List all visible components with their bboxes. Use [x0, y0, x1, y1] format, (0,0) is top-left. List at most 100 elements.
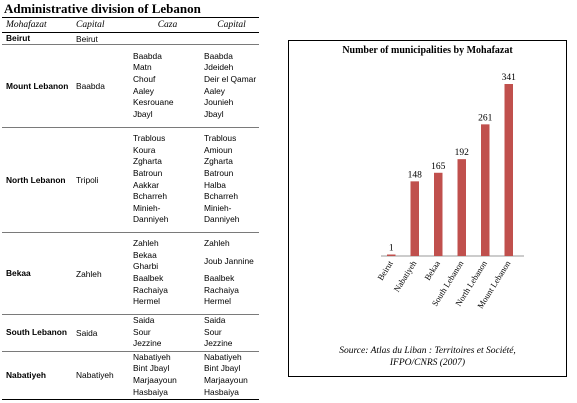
caza-name: Gharbi: [133, 261, 159, 272]
table-header-row: Mohafazat Capital Caza Capital: [2, 17, 259, 33]
caza-capital-name: Baabda: [204, 50, 233, 61]
caza-capital-name: Danniyeh: [204, 214, 240, 225]
caza-capital-list-cell: Nabatiyeh Bint Jbayl Marjaayoun Hasbaiya: [202, 351, 259, 401]
data-label: 192: [455, 148, 470, 158]
data-label: 148: [408, 170, 423, 180]
mohafazat-cell: North Lebanon: [2, 127, 74, 233]
caza-capital-name: Amioun: [204, 144, 233, 155]
caza-capital-name: Zgharta: [204, 156, 233, 167]
x-tick-label: Beirut: [375, 258, 395, 282]
caza-name: Sour: [133, 326, 151, 337]
chart-source: Source: Atlas du Liban : Territoires et …: [289, 345, 566, 369]
caza-capital-name: Halba: [204, 179, 226, 190]
caza-capital-name: Minieh-: [204, 202, 232, 213]
caza-list-cell: Baabda Matn Chouf Aaley Kesrouane Jbayl: [131, 44, 202, 128]
caza-name: Matn: [133, 62, 152, 73]
bar-south-lebanon: [457, 159, 466, 256]
header-caza: Caza: [131, 17, 202, 33]
header-capital: Capital: [74, 17, 131, 33]
chart-panel: 1 Beirut 148 Nabatiyeh 165 Bekaa 192 South Leba…: [288, 40, 567, 377]
caza-name: Bint Jbayl: [133, 363, 170, 374]
caza-capital-name: Zahleh: [204, 238, 230, 249]
mohafazat-cell: Beirut: [2, 32, 74, 45]
source-line-2: IFPO/CNRS (2007): [389, 358, 466, 368]
bar-north-lebanon: [481, 124, 490, 257]
caza-capital-name: Bint Jbayl: [204, 363, 241, 374]
caza-name: Zahleh: [133, 238, 159, 249]
caza-capital-name: Rachaiya: [204, 284, 239, 295]
caza-capital-name: Aaley: [204, 85, 225, 96]
caza-capital-name: Deir el Qamar: [204, 73, 257, 84]
caza-capital-name: Batroun: [204, 167, 234, 178]
data-label: 341: [502, 73, 517, 83]
mohafazat-capital-cell: Beirut: [74, 32, 131, 45]
caza-list-cell: Nabatiyeh Bint Jbayl Marjaayoun Hasbaiya: [131, 351, 202, 401]
caza-capital-list-cell: Saida Sour Jezzine: [202, 314, 259, 352]
caza-list-cell: Saida Sour Jezzine: [131, 314, 202, 352]
caza-name: Trablous: [133, 133, 166, 144]
caza-name: Aakkar: [133, 179, 160, 190]
caza-name: Saida: [133, 315, 155, 325]
data-label: 165: [431, 162, 446, 172]
caza-name: Hasbaiya: [133, 386, 168, 397]
caza-capital-list-cell: Trablous Amioun Zgharta Batroun Halba Bcharre…: [202, 127, 259, 233]
caza-name: Zgharta: [133, 156, 162, 167]
caza-capital-name: Saida: [204, 315, 226, 325]
bar-bekaa: [434, 172, 443, 256]
caza-capital-name: Jdeideh: [204, 62, 234, 73]
caza-name: Aaley: [133, 85, 154, 96]
chart-title: Number of municipalities by Mohafazat: [342, 45, 513, 56]
caza-name: Batroun: [133, 167, 163, 178]
caza-capital-name: Nabatiyeh: [204, 351, 242, 362]
caza-capital-name: Joub Jannine: [204, 255, 254, 266]
caza-name: Baabda: [133, 50, 162, 61]
caza-capital-name: Jezzine: [204, 338, 233, 349]
mohafazat-capital-cell: Nabatiyeh: [74, 351, 131, 401]
caza-capital-list-cell: Zahleh Joub Jannine Baalbek Rachaiya Hermel: [202, 232, 259, 315]
caza-name: Baalbek: [133, 273, 164, 283]
caza-name: Koura: [133, 144, 156, 155]
mohafazat-cell: Mount Lebanon: [2, 44, 74, 128]
table-row: Beirut Beirut: [2, 32, 259, 45]
table-row: South Lebanon Saida Saida Sour Jezzine Saida S…: [2, 314, 259, 352]
caza-capital-list-cell: [202, 32, 259, 45]
caza-name: Jbayl: [133, 108, 153, 119]
caza-capital-name: Marjaayoun: [204, 374, 248, 385]
caza-name: Bekaa: [133, 249, 157, 260]
mohafazat-capital-cell: Baabda: [74, 44, 131, 128]
caza-name: Bcharreh: [133, 191, 167, 202]
caza-name: Minieh-: [133, 202, 161, 213]
table-body: Beirut Beirut Mount Lebanon Baabda Baabda Mat…: [2, 32, 259, 401]
table-row: Nabatiyeh Nabatiyeh Nabatiyeh Bint Jbayl Mar…: [2, 351, 259, 401]
mohafazat-capital-cell: Tripoli: [74, 127, 131, 233]
caza-list-cell: Trablous Koura Zgharta Batroun Aakkar Bcharre…: [131, 127, 202, 233]
caza-capital-list-cell: Baabda Jdeideh Deir el Qamar Aaley Jounieh Jb…: [202, 44, 259, 128]
x-tick-label: Bekaa: [422, 259, 442, 283]
caza-capital-name: Hermel: [204, 296, 231, 307]
header-mohafazat: Mohafazat: [2, 17, 74, 33]
mohafazat-capital-cell: Zahleh: [74, 232, 131, 315]
caza-capital-name: Hasbaiya: [204, 386, 239, 397]
x-tick-label: Nabatiyeh: [391, 258, 418, 294]
caza-list-cell: [131, 32, 202, 45]
mohafazat-cell: Nabatiyeh: [2, 351, 74, 401]
caza-name: Chouf: [133, 73, 156, 84]
caza-name: Hermel: [133, 296, 160, 307]
caza-capital-name: Baalbek: [204, 272, 235, 283]
bar-mount-lebanon: [504, 84, 513, 256]
table-row: Bekaa Zahleh Zahleh Bekaa Gharbi Baalbek Racha…: [2, 232, 259, 315]
caza-capital-name: Trablous: [204, 133, 237, 144]
source-line-1: Source: Atlas du Liban : Territoires et …: [339, 346, 516, 356]
caza-capital-name: Jbayl: [204, 108, 224, 119]
bar-beirut: [387, 254, 396, 256]
caza-capital-name: Jounieh: [204, 97, 234, 108]
caza-name: Marjaayoun: [133, 374, 177, 385]
header-caza-capital: Capital: [202, 17, 259, 33]
table-row: North Lebanon Tripoli Trablous Koura Zgharta…: [2, 127, 259, 233]
data-label: 261: [478, 113, 493, 123]
caza-name: Danniyeh: [133, 214, 169, 225]
mohafazat-capital-cell: Saida: [74, 314, 131, 352]
mohafazat-cell: South Lebanon: [2, 314, 74, 352]
caza-name: Nabatiyeh: [133, 351, 171, 362]
